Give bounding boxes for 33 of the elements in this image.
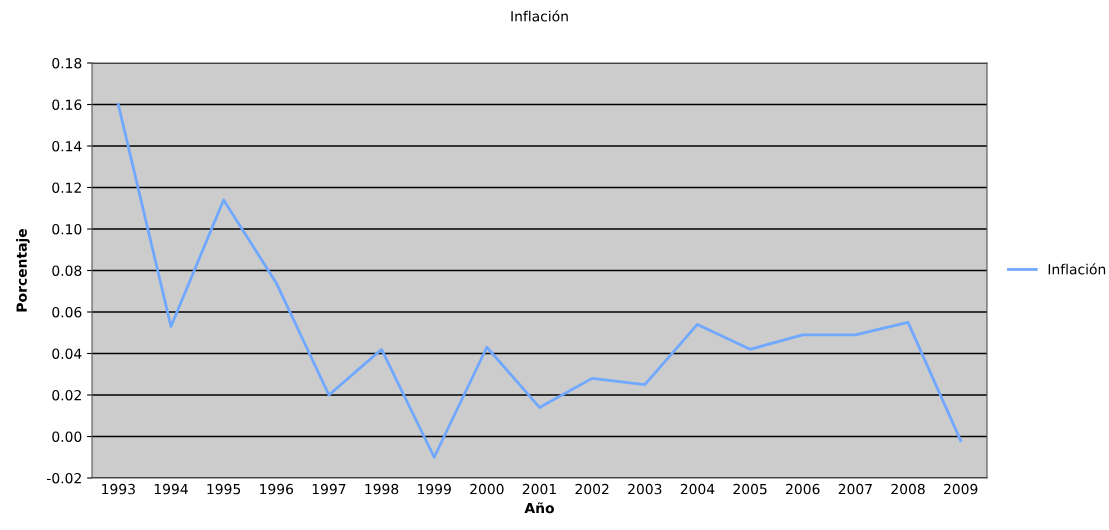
x-tick-label: 1995 <box>207 483 241 495</box>
x-tick-label: 1996 <box>260 483 294 495</box>
x-tick-label: 2003 <box>628 483 662 495</box>
x-tick-label: 2004 <box>680 483 715 495</box>
y-tick-label: 0.02 <box>52 389 81 401</box>
x-axis-title: Año <box>524 502 554 514</box>
y-axis-title: Porcentaje <box>16 229 30 312</box>
line-series <box>116 103 963 459</box>
x-tick-label: 1994 <box>154 483 188 495</box>
x-tick-label: 2000 <box>470 483 504 495</box>
x-tick-label: 1997 <box>312 483 346 495</box>
y-tick-label: 0.00 <box>52 431 82 442</box>
y-tick-label: -0.02 <box>47 472 81 484</box>
x-tick-label: 2009 <box>944 483 978 495</box>
x-tick-label: 2006 <box>786 483 820 495</box>
x-tick-label: 2005 <box>733 483 767 495</box>
x-tick-label: 2008 <box>891 483 925 495</box>
x-tick-label: 1999 <box>418 483 451 495</box>
y-tick-label: 0.14 <box>52 140 82 152</box>
y-tick-label: 0.04 <box>52 348 82 359</box>
y-tick-label: 0.10 <box>52 223 82 235</box>
y-tick-label: 0.08 <box>52 265 82 276</box>
x-tick-label: 2007 <box>838 483 872 495</box>
x-tick-label: 2001 <box>522 483 556 495</box>
y-tick-label: 0.12 <box>52 182 81 193</box>
x-tick-label: 1993 <box>102 483 135 495</box>
y-tick-label: 0.18 <box>52 57 82 69</box>
x-tick-label: 2002 <box>575 483 609 495</box>
chart-title: Inflación <box>511 10 568 22</box>
legend-label: Inflación <box>1048 263 1106 275</box>
x-tick-label: 1998 <box>365 483 399 495</box>
y-tick-label: 0.06 <box>52 306 82 318</box>
y-tick-label: 0.16 <box>52 99 82 110</box>
